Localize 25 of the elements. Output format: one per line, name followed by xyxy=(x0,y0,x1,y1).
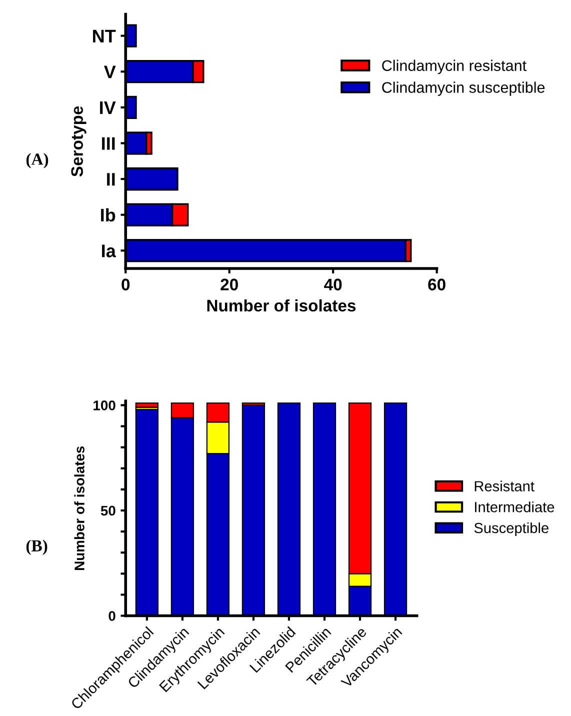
text: (A) xyxy=(26,153,48,168)
y-tick-label: 100 xyxy=(94,400,116,410)
x-tick-label: 0 xyxy=(122,278,130,290)
legend-label: Clindamycin susceptible xyxy=(382,82,545,96)
y-tick-label: Ia xyxy=(102,244,116,258)
y-tick-label: 50 xyxy=(100,506,116,516)
y-tick-label: Ib xyxy=(101,208,116,222)
y-axis-title: Serotype xyxy=(71,106,86,177)
y-tick-label: II xyxy=(107,173,115,186)
x-tick-label: 60 xyxy=(428,278,446,290)
y-tick-label: 0 xyxy=(108,611,116,621)
y-tick-label: NT xyxy=(93,30,116,42)
x-tick-label: 40 xyxy=(324,278,342,290)
legend-label: Clindamycin resistant xyxy=(382,60,526,74)
bar xyxy=(135,402,158,408)
x-tick-label: 20 xyxy=(220,278,238,290)
legend-label: Susceptible xyxy=(474,522,548,536)
legend-label: Resistant xyxy=(474,480,534,492)
y-tick-label: IV xyxy=(100,102,116,114)
text: (B) xyxy=(26,540,48,555)
y-tick-label: III xyxy=(102,137,115,150)
y-tick-label: V xyxy=(104,66,116,78)
x-axis-title: Number of isolates xyxy=(207,299,356,312)
y-axis-title: Number of isolates xyxy=(74,446,84,570)
legend-label: Intermediate xyxy=(475,502,554,512)
